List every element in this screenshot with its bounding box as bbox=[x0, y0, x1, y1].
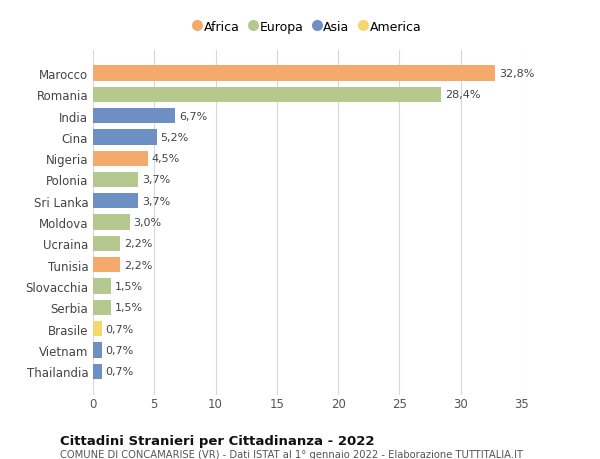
Text: 0,7%: 0,7% bbox=[105, 366, 134, 376]
Text: 6,7%: 6,7% bbox=[179, 112, 207, 121]
Bar bbox=[93, 109, 175, 124]
Bar bbox=[93, 151, 148, 167]
Bar bbox=[93, 236, 120, 252]
Legend: Africa, Europa, Asia, America: Africa, Europa, Asia, America bbox=[191, 19, 424, 37]
Bar bbox=[93, 257, 120, 273]
Bar bbox=[93, 364, 101, 379]
Text: 4,5%: 4,5% bbox=[152, 154, 180, 164]
Bar bbox=[93, 87, 441, 103]
Text: 1,5%: 1,5% bbox=[115, 281, 143, 291]
Bar bbox=[93, 130, 157, 145]
Text: 28,4%: 28,4% bbox=[445, 90, 480, 100]
Bar bbox=[93, 279, 112, 294]
Bar bbox=[93, 173, 139, 188]
Text: COMUNE DI CONCAMARISE (VR) - Dati ISTAT al 1° gennaio 2022 - Elaborazione TUTTIT: COMUNE DI CONCAMARISE (VR) - Dati ISTAT … bbox=[60, 449, 523, 459]
Text: Cittadini Stranieri per Cittadinanza - 2022: Cittadini Stranieri per Cittadinanza - 2… bbox=[60, 434, 374, 447]
Text: 2,2%: 2,2% bbox=[124, 239, 152, 249]
Bar bbox=[93, 300, 112, 315]
Bar bbox=[93, 194, 139, 209]
Text: 0,7%: 0,7% bbox=[105, 345, 134, 355]
Text: 3,7%: 3,7% bbox=[142, 196, 170, 207]
Bar bbox=[93, 215, 130, 230]
Text: 2,2%: 2,2% bbox=[124, 260, 152, 270]
Bar bbox=[93, 321, 101, 336]
Text: 3,7%: 3,7% bbox=[142, 175, 170, 185]
Text: 5,2%: 5,2% bbox=[160, 133, 188, 143]
Text: 3,0%: 3,0% bbox=[133, 218, 161, 228]
Bar bbox=[93, 342, 101, 358]
Text: 32,8%: 32,8% bbox=[499, 69, 534, 79]
Bar bbox=[93, 66, 495, 81]
Text: 1,5%: 1,5% bbox=[115, 302, 143, 313]
Text: 0,7%: 0,7% bbox=[105, 324, 134, 334]
